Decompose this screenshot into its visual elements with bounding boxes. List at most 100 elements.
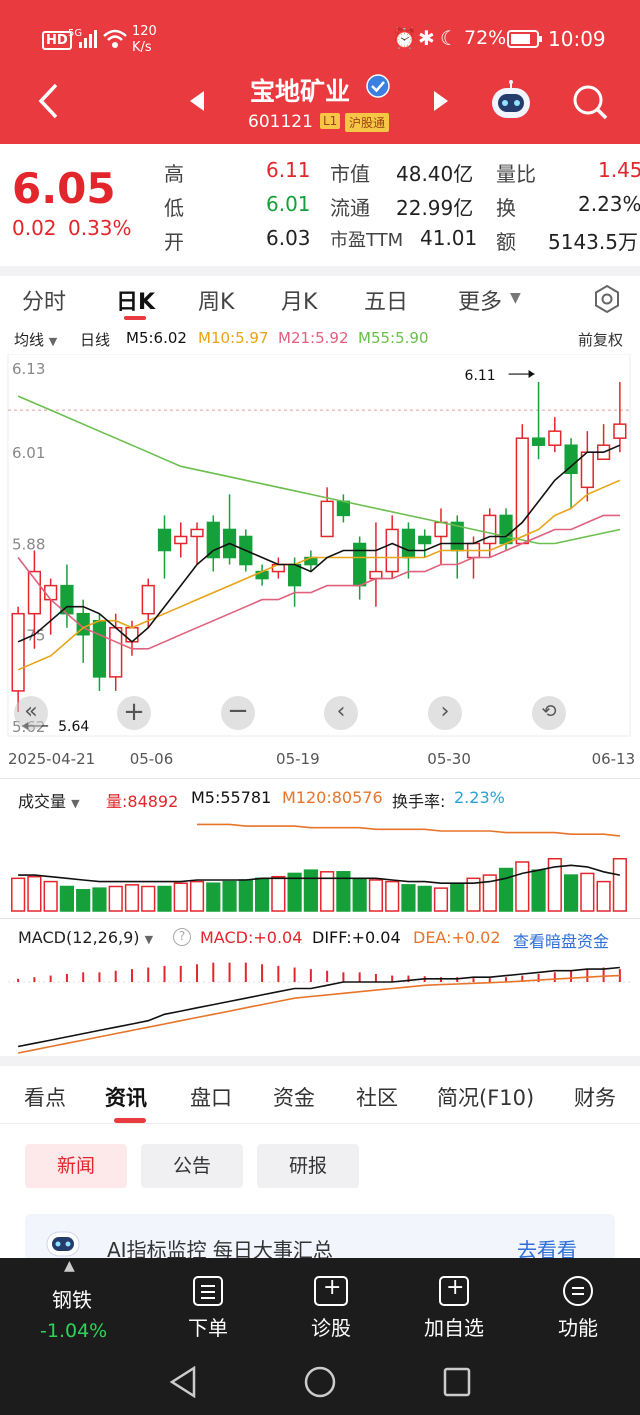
volume-bar [254,877,270,912]
candle-body [613,423,627,439]
ai-banner-link[interactable]: 去看看 [517,1238,577,1258]
candle-body [385,528,399,573]
l1-badge: L1 [320,113,341,129]
candle-body [531,437,546,446]
tab-profile[interactable]: 简况(F10) [437,1086,535,1110]
candle-body [401,528,416,559]
candle-body [206,521,220,559]
separator [0,266,640,276]
info-tabs: 看点 资讯 盘口 资金 社区 简况(F10) 财务 [0,1062,640,1124]
hgt-badge: 沪股通 [345,113,390,132]
help-icon[interactable]: ? [173,928,191,946]
hd-icon: HD [42,31,72,50]
period-tabs: 分时 日K 周K 月K 五日 更多 ▼ [0,276,640,322]
volume-panel: 成交量 ▼ 量:84892 M5:55781 M120:80576 换手率: 2… [0,778,640,912]
android-back-icon[interactable] [168,1366,198,1398]
tab-daily-k[interactable]: 日K [116,290,156,315]
y-tick-label: 6.01 [12,444,45,462]
candle-body [515,437,529,545]
back-icon[interactable] [36,82,62,120]
volume-bar [238,879,253,912]
robot-icon [46,1231,80,1257]
tab-monthly-k[interactable]: 月K [281,290,318,315]
pe-value: 41.01 [420,226,478,250]
volume-bar [580,872,595,912]
dark-pool-link[interactable]: 查看暗盘资金 [513,932,610,951]
candle-body [44,584,58,601]
order-icon [193,1276,223,1306]
volume-bar [157,885,172,912]
ma5-line [17,444,621,643]
ai-banner[interactable]: AI指标监控 每日大事汇总 去看看 [25,1214,615,1258]
tab-news-info[interactable]: 资讯 [105,1086,147,1110]
tab-five-day[interactable]: 五日 [364,290,409,315]
min-price-label: 5.64 [58,719,89,735]
tab-highlights[interactable]: 看点 [24,1086,66,1110]
ma10-label: M10:5.97 [198,329,269,347]
volume-bar [320,871,335,912]
nav-diagnose[interactable]: + 诊股 [281,1275,381,1341]
volume-bar [124,884,140,912]
volume-bar [76,889,91,912]
tab-financials[interactable]: 财务 [574,1086,616,1110]
zoom-out-button[interactable]: − [221,696,255,730]
candle-body [548,430,562,446]
ma-dropdown[interactable]: 均线 ▼ [14,329,57,350]
quote-panel: 6.05 0.02 0.33% 高 6.11 低 6.01 开 6.03 市值 … [0,144,640,266]
pill-announcements[interactable]: 公告 [141,1144,243,1188]
macd-value: MACD:+0.04 [200,928,303,947]
volume-bar [368,879,384,912]
max-price-label: 6.11 [465,368,496,384]
candle-body [418,535,432,545]
dea-line [17,974,620,1054]
nav-order-label: 下单 [188,1316,228,1340]
tab-weekly-k[interactable]: 周K [198,290,235,315]
android-home-icon[interactable] [303,1365,337,1399]
price-change-pct: 0.33% [68,216,132,240]
candle-body [157,528,172,552]
ai-banner-text: AI指标监控 每日大事汇总 [107,1238,333,1258]
high-label: 高 [164,162,184,186]
reset-view-button[interactable]: ⟲ [532,696,566,730]
search-icon[interactable] [572,84,608,120]
volume-bar [108,885,123,912]
x-tick-label: 06-13 [592,750,636,768]
macd-dropdown[interactable]: MACD(12,26,9) ▼ [18,928,153,947]
pill-research[interactable]: 研报 [257,1144,359,1188]
zoom-in-button[interactable]: + [117,696,151,730]
nav-functions[interactable]: 功能 [528,1276,628,1341]
pill-news[interactable]: 新闻 [25,1144,127,1188]
sector-indicator[interactable]: ▲ 钢铁 -1.04% [22,1258,126,1350]
candle-body [92,619,107,678]
candle-body [190,528,204,538]
tab-order-book[interactable]: 盘口 [190,1086,232,1110]
volume-bar [547,857,562,912]
tab-more[interactable]: 更多 [458,290,503,315]
next-stock-icon[interactable] [432,90,450,112]
settings-icon[interactable] [592,284,622,314]
diagnose-icon: + [314,1275,348,1306]
volume-bar [498,867,514,912]
tab-intraday[interactable]: 分时 [22,290,67,315]
ma-dropdown-label: 均线 [14,331,45,349]
tab-community[interactable]: 社区 [356,1086,398,1110]
volume-dropdown[interactable]: 成交量 ▼ [18,788,80,812]
x-tick-label: 2025-04-21 [8,750,95,768]
tab-fund-flow[interactable]: 资金 [273,1086,315,1110]
volume-bar [482,874,497,912]
adjust-mode[interactable]: 前复权 [578,331,624,349]
nav-order[interactable]: 下单 [158,1276,258,1341]
scroll-right-button[interactable]: › [428,696,462,730]
float-value: 22.99亿 [396,196,474,220]
nav-add-watchlist[interactable]: + 加自选 [404,1275,504,1341]
volume-bar [596,880,611,912]
ma5-label: M5:6.02 [126,329,187,347]
amount-label: 额 [496,230,516,254]
scroll-left-button[interactable]: ‹ [324,696,358,730]
collapse-button[interactable]: « [14,696,48,730]
prev-stock-icon[interactable] [188,90,206,112]
robot-assistant-icon[interactable] [488,80,534,122]
candle-body [483,514,497,545]
candle-body [580,451,594,489]
android-recents-icon[interactable] [442,1366,472,1398]
